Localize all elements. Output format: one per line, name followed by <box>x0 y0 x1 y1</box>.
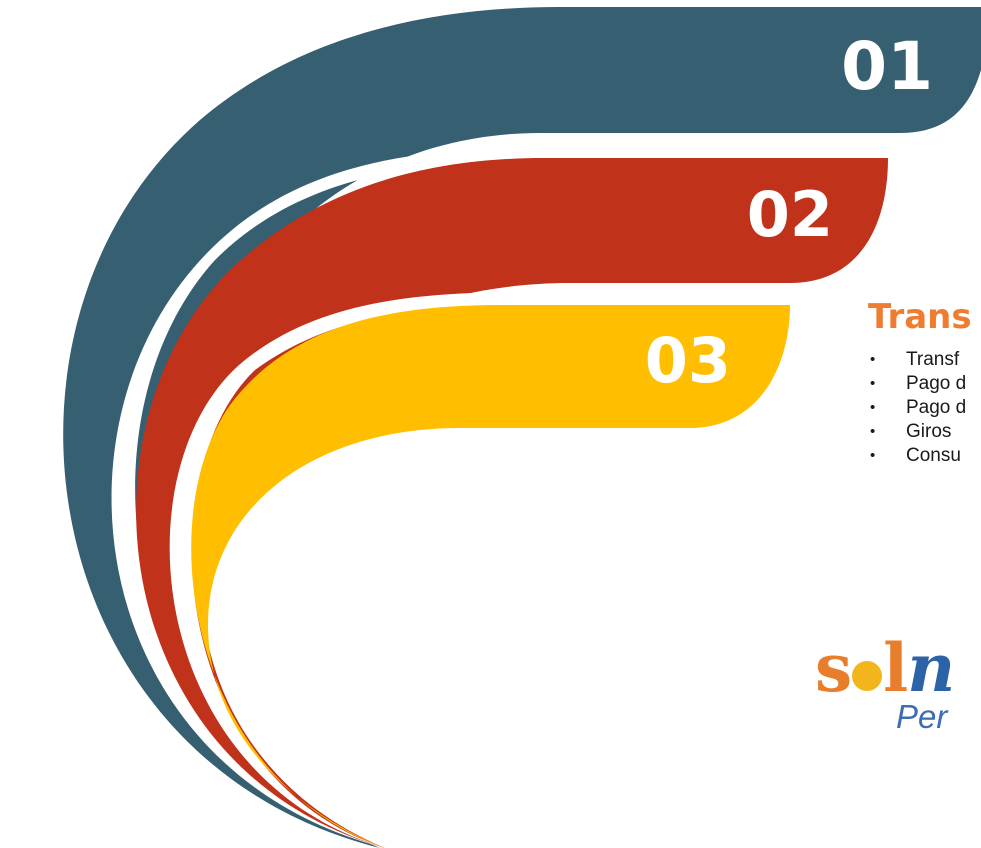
section-title: Trans <box>868 297 972 337</box>
logo-subtitle: Per <box>896 698 948 735</box>
logo-letter-n: n <box>907 629 955 707</box>
step-number-03: 03 <box>645 324 731 397</box>
feature-item-2: Pago d <box>870 372 966 396</box>
logo-letter-l: l <box>883 629 908 707</box>
step-band-01 <box>63 7 981 848</box>
logo-wordmark: s ln <box>815 635 955 701</box>
solnet-logo: s ln Per <box>815 635 981 745</box>
step-number-02: 02 <box>747 178 833 251</box>
feature-item-3: Pago d <box>870 396 966 420</box>
step-band-03 <box>191 305 791 848</box>
sun-icon <box>852 661 883 691</box>
feature-item-1: Transf <box>870 348 966 372</box>
step-number-01: 01 <box>841 28 933 105</box>
logo-letter-s: s <box>815 629 852 707</box>
feature-item-4: Giros <box>870 420 966 444</box>
feature-list: Transf Pago d Pago d Giros Consu <box>870 348 966 468</box>
feature-item-5: Consu <box>870 444 966 468</box>
